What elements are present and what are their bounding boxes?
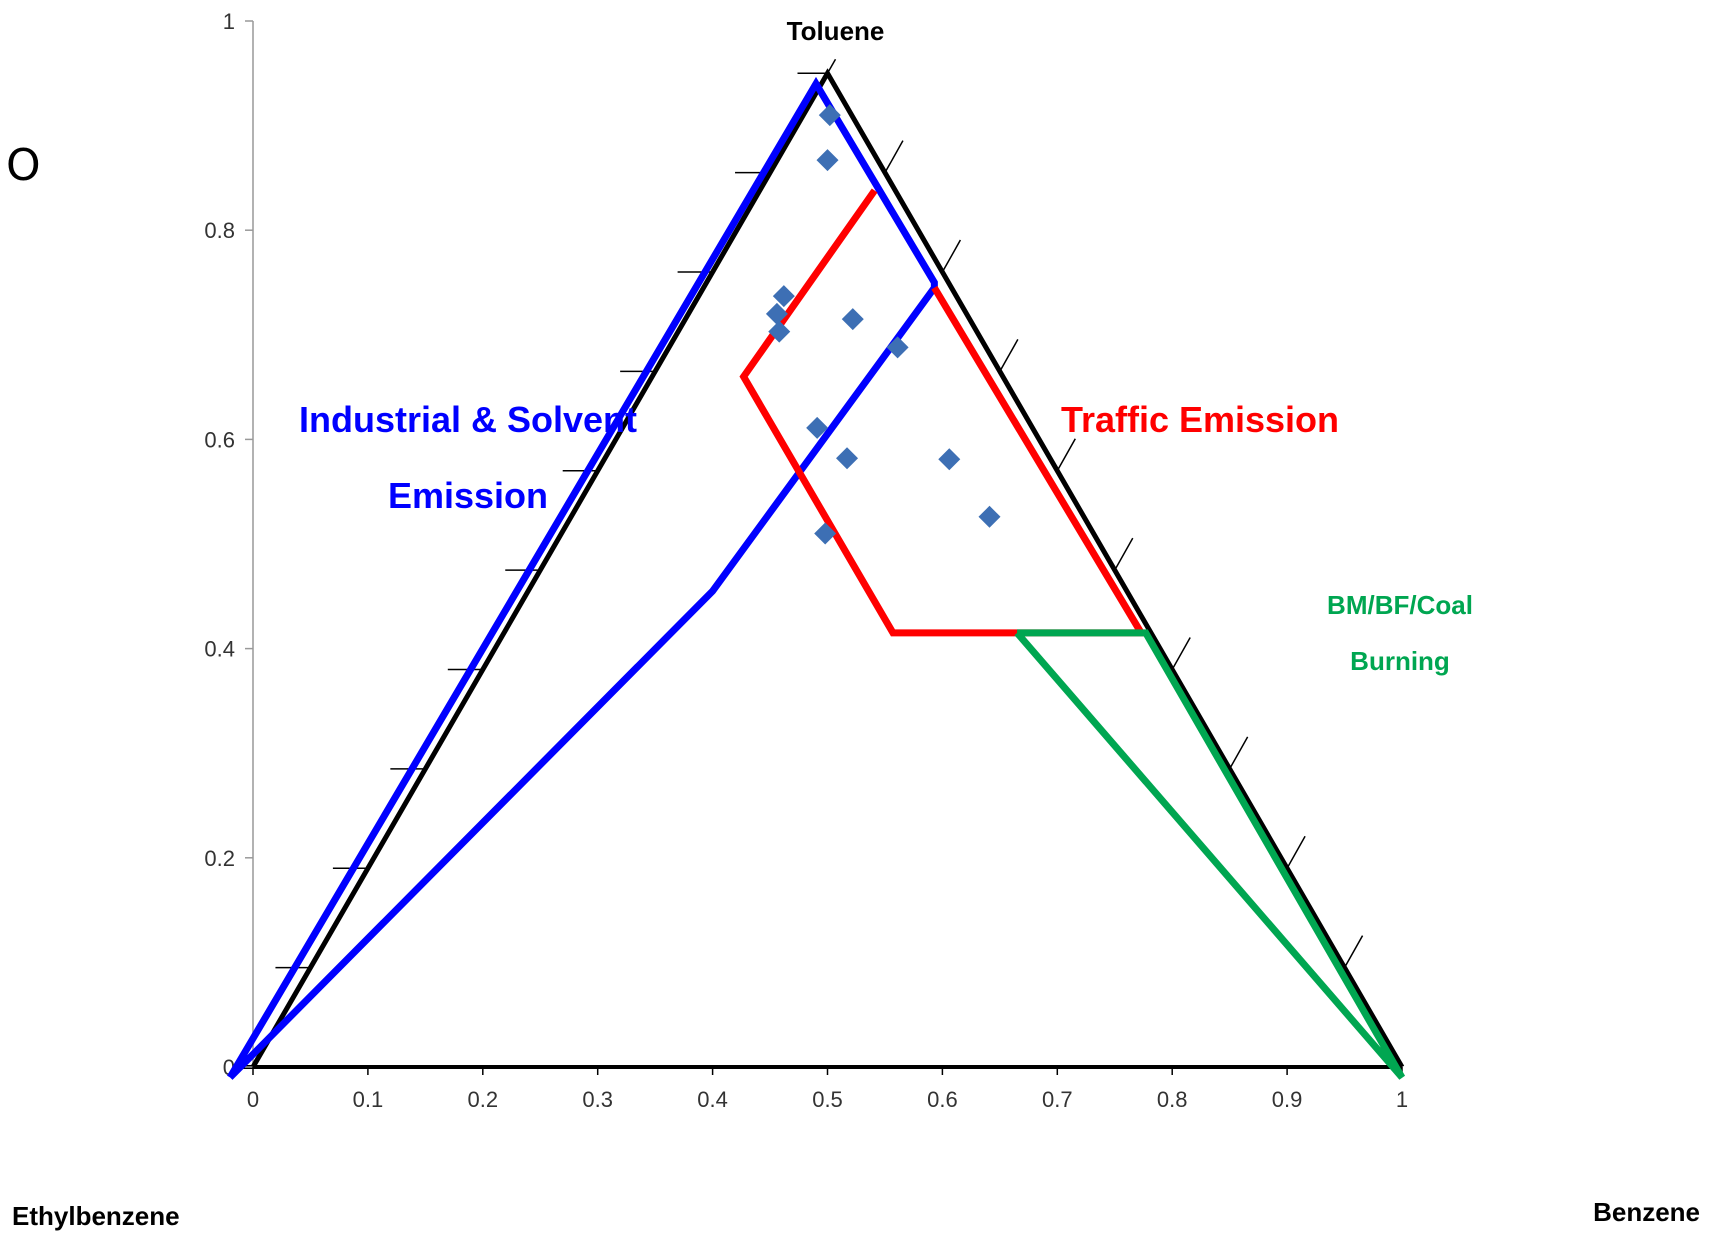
x-tick-label: 0.6 (927, 1087, 958, 1112)
y-tick-label: 1 (223, 9, 235, 34)
data-point (886, 336, 909, 359)
y-tick-label: 0.8 (204, 218, 235, 243)
x-tick-label: 0.2 (468, 1087, 499, 1112)
x-tick-label: 0.4 (697, 1087, 728, 1112)
right-edge-tick (941, 239, 962, 273)
data-point (841, 308, 864, 331)
x-tick-label: 0 (247, 1087, 259, 1112)
right-edge-tick (1056, 438, 1076, 472)
x-tick-label: 0.3 (582, 1087, 613, 1112)
data-point (806, 416, 829, 439)
x-tick-label: 1 (1396, 1087, 1408, 1112)
traffic-emission-region (739, 188, 1148, 637)
x-tick-label: 0.5 (812, 1087, 843, 1112)
right-edge-tick (1228, 736, 1249, 770)
data-point (768, 320, 791, 343)
data-point (765, 302, 788, 325)
traffic-emission-label: Traffic Emission (1061, 399, 1339, 440)
right-edge-tick (1286, 835, 1306, 869)
ternary-triangle (250, 68, 1405, 1069)
bm-bf-coal-label: Burning (1350, 646, 1450, 676)
industrial-solvent-label: Industrial & Solvent (299, 399, 637, 440)
corner-label-ethylbenzene: Ethylbenzene (12, 1201, 180, 1231)
x-tick-label: 0.7 (1042, 1087, 1073, 1112)
data-point (978, 505, 1001, 528)
corner-label-benzene: Benzene (1593, 1197, 1700, 1227)
y-tick-label: 0.4 (204, 637, 235, 662)
industrial-solvent-region (227, 76, 938, 1080)
apex-tick (826, 58, 837, 74)
panel-letter: O (6, 140, 41, 191)
data-point (814, 522, 837, 545)
data-point (818, 104, 841, 127)
data-point (938, 448, 961, 471)
right-edge-tick (1343, 935, 1364, 968)
right-edge-tick (999, 339, 1019, 372)
bm-bf-coal-label: BM/BF/Coal (1327, 590, 1473, 620)
data-point (836, 447, 859, 470)
x-tick-label: 0.8 (1157, 1087, 1188, 1112)
bm-bf-coal-region (1014, 629, 1406, 1080)
y-tick-label: 0.2 (204, 846, 235, 871)
data-point (772, 285, 795, 308)
corner-label-toluene: Toluene (787, 16, 885, 46)
y-tick-label: 0.6 (204, 427, 235, 452)
x-tick-label: 0.9 (1272, 1087, 1303, 1112)
right-edge-tick (884, 140, 904, 174)
right-edge-tick (1114, 537, 1134, 571)
right-edge-tick (1171, 637, 1191, 670)
data-point (816, 149, 839, 172)
industrial-solvent-label: Emission (388, 475, 548, 516)
x-tick-label: 0.1 (353, 1087, 384, 1112)
